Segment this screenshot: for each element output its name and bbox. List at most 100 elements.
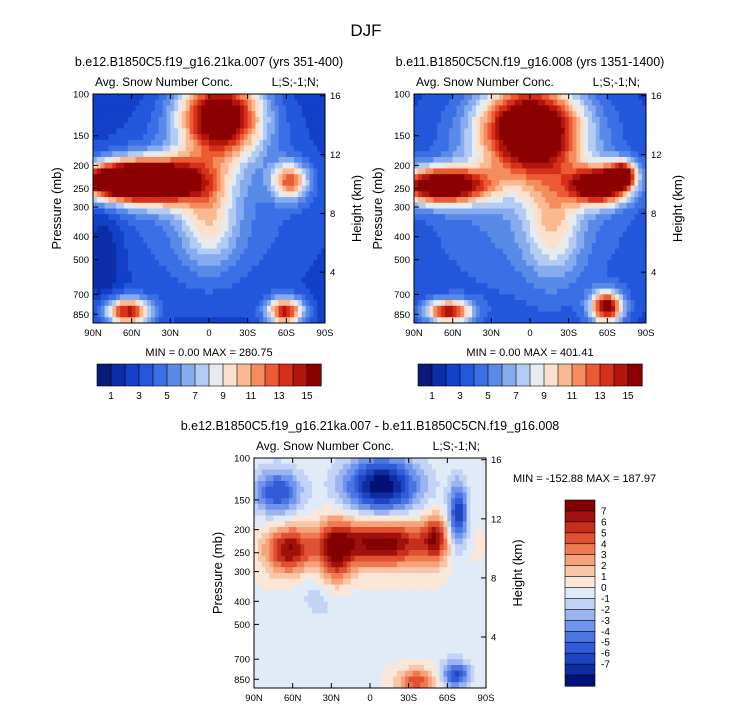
- heatmap-cell: [135, 151, 140, 158]
- heatmap-cell: [309, 231, 314, 238]
- heatmap-cell: [553, 179, 558, 187]
- heatmap-cell: [174, 277, 179, 284]
- heatmap-cell: [201, 288, 206, 295]
- heatmap-cell: [100, 99, 105, 106]
- heatmap-cell: [626, 288, 631, 295]
- heatmap-cell: [429, 139, 434, 146]
- heatmap-cell: [96, 105, 102, 112]
- heatmap-cell: [151, 94, 156, 101]
- heatmap-cell: [421, 122, 426, 129]
- heatmap-cell: [178, 179, 183, 187]
- heatmap-cell: [487, 99, 492, 106]
- heatmap-cell: [433, 191, 438, 198]
- heatmap-cell: [290, 111, 295, 118]
- heatmap-cell: [603, 99, 608, 106]
- heatmap-cell: [317, 145, 322, 152]
- heatmap-cell: [255, 174, 260, 181]
- heatmap-cell: [216, 214, 221, 221]
- heatmap-cell: [243, 214, 249, 221]
- heatmap-cell: [282, 111, 287, 118]
- heatmap-cell: [286, 168, 291, 175]
- heatmap-cell: [108, 145, 113, 152]
- heatmap-cell: [170, 202, 175, 209]
- heatmap-cell: [151, 305, 156, 312]
- heatmap-cell: [502, 219, 508, 227]
- heatmap-cell: [297, 242, 303, 249]
- heatmap-cell: [475, 214, 481, 221]
- heatmap-cell: [638, 174, 643, 181]
- heatmap-cell: [568, 185, 573, 192]
- heatmap-cell: [479, 128, 484, 135]
- heatmap-cell: [475, 242, 481, 249]
- heatmap-cell: [421, 271, 426, 278]
- heatmap-cell: [537, 237, 542, 244]
- heatmap-cell: [545, 128, 550, 135]
- heatmap-cell: [560, 277, 566, 284]
- heatmap-cell: [108, 116, 113, 124]
- heatmap-cell: [537, 282, 542, 290]
- heatmap-cell: [417, 174, 423, 181]
- heatmap-cell: [294, 237, 299, 244]
- heatmap-cell: [533, 179, 539, 187]
- heatmap-cell: [522, 248, 527, 255]
- heatmap-cell: [557, 134, 562, 141]
- heatmap-cell: [588, 225, 593, 232]
- heatmap-cell: [305, 300, 310, 307]
- heatmap-cell: [530, 260, 535, 267]
- heatmap-cell: [425, 111, 430, 118]
- heatmap-cell: [568, 156, 573, 164]
- colorbar-swatch: [292, 363, 308, 387]
- heatmap-cell: [123, 156, 129, 164]
- heatmap-cell: [112, 282, 117, 290]
- heatmap-cell: [236, 242, 241, 249]
- heatmap-cell: [541, 202, 546, 209]
- heatmap-cell: [491, 311, 496, 318]
- heatmap-cell: [228, 225, 233, 232]
- heatmap-cell: [263, 202, 268, 209]
- heatmap-cell: [170, 294, 175, 301]
- heatmap-cell: [205, 185, 210, 192]
- heatmap-cell: [622, 185, 628, 192]
- heatmap-cell: [541, 282, 546, 290]
- heatmap-cell: [209, 271, 214, 278]
- heatmap-cell: [595, 294, 600, 301]
- heatmap-cell: [472, 134, 477, 141]
- heatmap-cell: [487, 305, 492, 312]
- heatmap-cell: [421, 237, 426, 244]
- heatmap-cell: [626, 260, 631, 267]
- heatmap-cell: [251, 208, 256, 215]
- heatmap-cell: [475, 231, 481, 238]
- heatmap-cell: [251, 271, 256, 278]
- heatmap-cell: [263, 139, 268, 146]
- heatmap-cell: [557, 248, 562, 255]
- heatmap-cell: [197, 260, 202, 267]
- heatmap-cell: [131, 139, 136, 146]
- heatmap-cell: [197, 151, 202, 158]
- heatmap-cell: [425, 214, 430, 221]
- heatmap-cell: [282, 277, 287, 284]
- heatmap-cell: [317, 128, 322, 135]
- heatmap-cell: [472, 197, 477, 204]
- heatmap-cell: [510, 105, 515, 112]
- colorbar-label: 11: [246, 391, 257, 402]
- heatmap-cell: [472, 271, 477, 278]
- heatmap-cell: [174, 260, 179, 267]
- heatmap-cell: [267, 122, 272, 129]
- heatmap-cell: [630, 179, 635, 187]
- heatmap-cell: [127, 282, 133, 290]
- heatmap-cell: [530, 317, 535, 324]
- heatmap-cell: [576, 111, 581, 118]
- heatmap-cell: [224, 242, 229, 249]
- colorbar-swatch: [599, 363, 615, 387]
- heatmap-cell: [259, 99, 264, 106]
- heatmap-panel-1: [92, 93, 326, 324]
- heatmap-cell: [560, 202, 566, 209]
- heatmap-cell: [622, 162, 628, 169]
- heatmap-cell: [553, 231, 558, 238]
- heatmap-cell: [417, 111, 423, 118]
- heatmap-cell: [591, 231, 597, 238]
- heatmap-cell: [618, 94, 624, 101]
- heatmap-cell: [313, 139, 318, 146]
- heatmap-cell: [564, 294, 570, 301]
- heatmap-cell: [622, 202, 628, 209]
